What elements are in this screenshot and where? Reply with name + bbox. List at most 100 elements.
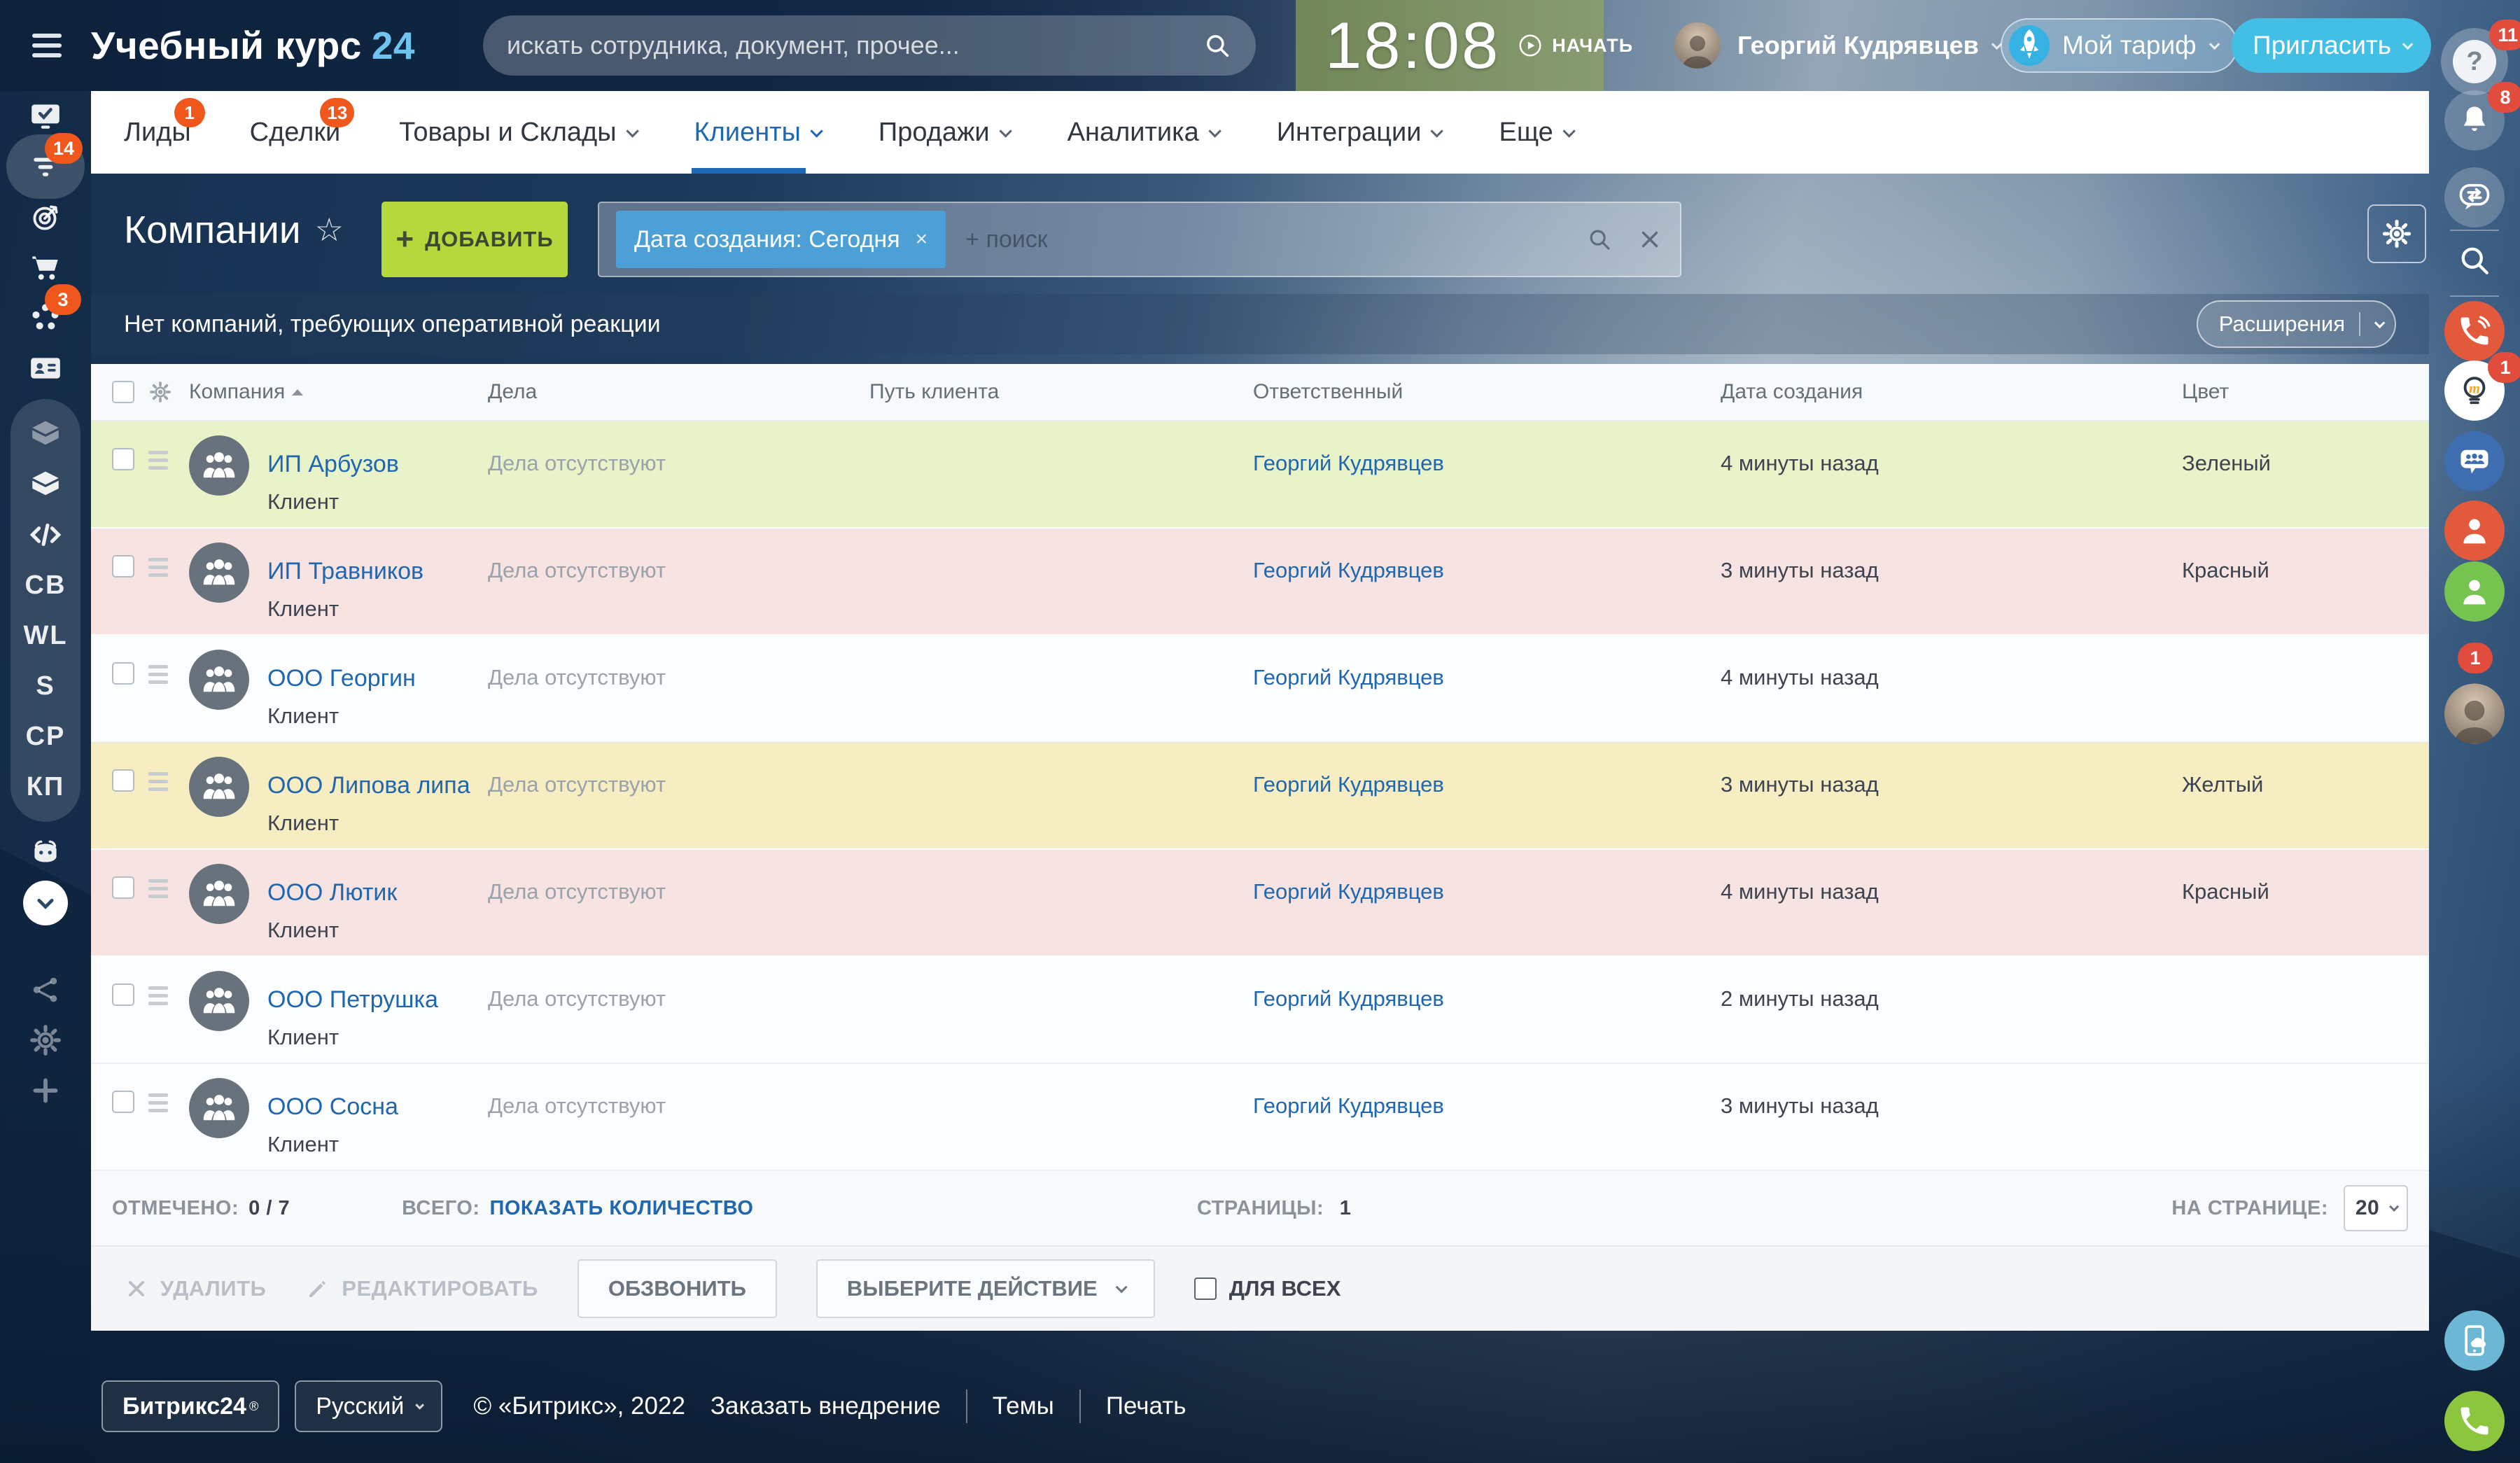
- start-workday-button[interactable]: НАЧАТЬ: [1517, 32, 1633, 59]
- sidebar-item-plus-icon[interactable]: [0, 1065, 91, 1116]
- sidebar-item-КП[interactable]: КП: [10, 762, 80, 812]
- drag-handle-icon[interactable]: [148, 879, 168, 902]
- responsible-link[interactable]: Георгий Кудрявцев: [1253, 451, 1444, 475]
- extensions-button[interactable]: Расширения: [2196, 300, 2396, 348]
- row-checkbox[interactable]: [112, 662, 134, 685]
- sidebar-item-cart-icon[interactable]: [0, 242, 91, 293]
- filter-search-placeholder[interactable]: + поиск: [965, 225, 1048, 253]
- company-name-link[interactable]: ООО Петрушка: [267, 986, 438, 1013]
- company-name-link[interactable]: ООО Георгин: [267, 665, 416, 692]
- user-zone[interactable]: Георгий Кудрявцев: [1674, 0, 2003, 91]
- footer-link[interactable]: Печать: [1105, 1392, 1186, 1420]
- row-checkbox[interactable]: [112, 555, 134, 578]
- nav-tab-Сделки[interactable]: 13 Сделки: [250, 91, 355, 174]
- sidebar-item-cube-icon[interactable]: [10, 409, 80, 459]
- drag-handle-icon[interactable]: [148, 986, 168, 1009]
- app-title[interactable]: Учебный курс 24: [91, 0, 415, 91]
- right-sidebar-item-phone-icon[interactable]: [2444, 301, 2505, 361]
- right-sidebar-item-group-chat-icon[interactable]: [2444, 431, 2505, 491]
- view-settings-button[interactable]: [2367, 204, 2426, 263]
- nav-tab-Клиенты[interactable]: Клиенты: [691, 91, 823, 174]
- show-count-link[interactable]: ПОКАЗАТЬ КОЛИЧЕСТВО: [489, 1196, 754, 1219]
- sidebar-item-monitor-check-icon[interactable]: [0, 91, 91, 141]
- company-name-link[interactable]: ООО Сосна: [267, 1093, 398, 1120]
- add-company-button[interactable]: + ДОБАВИТЬ: [382, 202, 568, 277]
- company-name-link[interactable]: ООО Липова липа: [267, 772, 470, 799]
- delete-action[interactable]: УДАЛИТЬ: [124, 1276, 266, 1301]
- table-row[interactable]: ООО Петрушка Клиент Дела отсутствуют Гео…: [91, 957, 2429, 1064]
- column-responsible[interactable]: Ответственный: [1253, 380, 1404, 403]
- choose-action-dropdown[interactable]: ВЫБЕРИТЕ ДЕЙСТВИЕ: [816, 1259, 1155, 1318]
- responsible-link[interactable]: Георгий Кудрявцев: [1253, 772, 1444, 797]
- row-checkbox[interactable]: [112, 448, 134, 470]
- company-name-link[interactable]: ИП Арбузов: [267, 451, 399, 477]
- invite-button[interactable]: Пригласить: [2232, 18, 2432, 73]
- column-deals[interactable]: Дела: [488, 380, 538, 403]
- sidebar-item-S[interactable]: S: [10, 661, 80, 711]
- favorite-star-icon[interactable]: ☆: [314, 211, 344, 248]
- filter-bar[interactable]: Дата создания: Сегодня × + поиск: [598, 202, 1681, 277]
- sidebar-item-target-icon[interactable]: [0, 192, 91, 242]
- close-icon[interactable]: ×: [915, 227, 928, 251]
- nav-tab-Продажи[interactable]: Продажи: [878, 91, 1012, 174]
- sidebar-item-cube-icon[interactable]: [10, 459, 80, 510]
- my-tariff-button[interactable]: Мой тариф: [2001, 18, 2238, 73]
- row-checkbox[interactable]: [112, 876, 134, 899]
- responsible-link[interactable]: Георгий Кудрявцев: [1253, 665, 1444, 690]
- table-row[interactable]: ООО Сосна Клиент Дела отсутствуют Георги…: [91, 1064, 2429, 1171]
- hamburger-menu-icon[interactable]: [32, 34, 62, 63]
- search-icon[interactable]: [1586, 226, 1613, 253]
- column-color[interactable]: Цвет: [2182, 380, 2230, 403]
- table-row[interactable]: ООО Липова липа Клиент Дела отсутствуют …: [91, 743, 2429, 850]
- for-all-checkbox[interactable]: [1194, 1278, 1217, 1300]
- nav-tab-Лиды[interactable]: 1 Лиды: [124, 91, 205, 174]
- right-sidebar-item-bell-icon[interactable]: 8: [2444, 82, 2520, 150]
- nav-tab-Интеграции[interactable]: Интеграции: [1277, 91, 1444, 174]
- user-avatar[interactable]: [1674, 22, 1721, 69]
- sidebar-item-network-icon[interactable]: 3: [0, 284, 91, 343]
- search-icon[interactable]: [1203, 31, 1232, 60]
- right-sidebar-item-avatar-man[interactable]: [2444, 683, 2505, 748]
- user-name[interactable]: Георгий Кудрявцев: [1737, 31, 1979, 59]
- drag-handle-icon[interactable]: [148, 558, 168, 581]
- nav-tab-Аналитика[interactable]: Аналитика: [1068, 91, 1222, 174]
- edit-action[interactable]: РЕДАКТИРОВАТЬ: [305, 1276, 538, 1301]
- responsible-link[interactable]: Георгий Кудрявцев: [1253, 558, 1444, 582]
- filter-chip[interactable]: Дата создания: Сегодня ×: [616, 211, 946, 268]
- table-row[interactable]: ИП Травников Клиент Дела отсутствуют Гео…: [91, 528, 2429, 636]
- sidebar-item-CB[interactable]: CB: [10, 560, 80, 610]
- select-all-checkbox[interactable]: [112, 381, 134, 403]
- responsible-link[interactable]: Георгий Кудрявцев: [1253, 879, 1444, 904]
- global-search-input[interactable]: [507, 31, 1203, 60]
- table-row[interactable]: ООО Георгин Клиент Дела отсутствуют Геор…: [91, 636, 2429, 743]
- bitrix24-logo-button[interactable]: Битрикс24 ®: [102, 1380, 280, 1432]
- drag-handle-icon[interactable]: [148, 772, 168, 795]
- row-checkbox[interactable]: [112, 769, 134, 792]
- sidebar-item-CP[interactable]: CP: [10, 711, 80, 762]
- row-checkbox[interactable]: [112, 1091, 134, 1113]
- column-created[interactable]: Дата создания: [1721, 380, 1863, 403]
- drag-handle-icon[interactable]: [148, 451, 168, 474]
- for-all-toggle[interactable]: ДЛЯ ВСЕХ: [1194, 1276, 1340, 1301]
- sidebar-item-share-nodes-icon[interactable]: [0, 965, 91, 1015]
- right-sidebar-item-chat-arrows-icon[interactable]: [2444, 167, 2505, 227]
- column-path[interactable]: Путь клиента: [869, 380, 1000, 403]
- company-name-link[interactable]: ИП Травников: [267, 558, 424, 584]
- right-sidebar-item-phone-handset-icon[interactable]: [2444, 1391, 2505, 1451]
- company-name-link[interactable]: ООО Лютик: [267, 879, 398, 906]
- drag-handle-icon[interactable]: [148, 1093, 168, 1116]
- footer-link[interactable]: Заказать внедрение: [710, 1392, 941, 1420]
- footer-link[interactable]: Темы: [992, 1392, 1054, 1420]
- sidebar-item-collapse-icon[interactable]: [0, 878, 91, 928]
- right-sidebar-item-search-icon[interactable]: [2444, 230, 2505, 290]
- table-row[interactable]: ИП Арбузов Клиент Дела отсутствуют Георг…: [91, 421, 2429, 528]
- language-select[interactable]: Русский: [295, 1380, 443, 1432]
- clear-filter-x-icon[interactable]: [1637, 226, 1663, 253]
- call-button[interactable]: ОБЗВОНИТЬ: [577, 1259, 777, 1318]
- table-row[interactable]: ООО Лютик Клиент Дела отсутствуют Георги…: [91, 850, 2429, 957]
- column-company[interactable]: Компания: [189, 380, 488, 404]
- sidebar-item-contact-card-icon[interactable]: [0, 343, 91, 393]
- nav-tab-Еще[interactable]: Еще: [1499, 91, 1576, 174]
- sidebar-item-robot-icon[interactable]: [0, 827, 91, 878]
